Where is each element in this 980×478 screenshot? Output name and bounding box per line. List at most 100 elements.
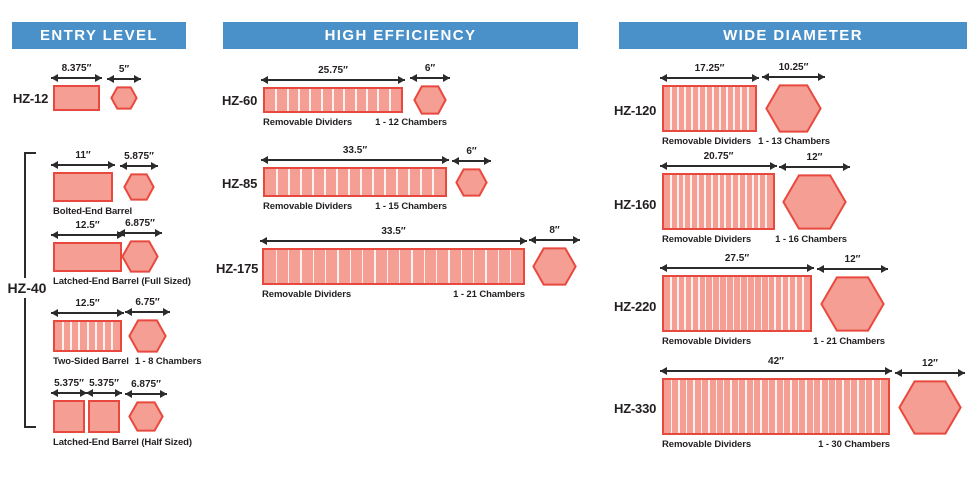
- barrel-divider: [86, 322, 89, 350]
- hexagon-cross-section: [820, 276, 885, 332]
- dimension-arrow: [660, 162, 777, 169]
- product-label-hz-60: HZ-60: [222, 93, 258, 108]
- barrel-divider: [62, 322, 65, 350]
- dimension-label: 8.375″: [61, 63, 92, 74]
- caption-chambers: 1 - 21 Chambers: [453, 289, 525, 300]
- caption-chambers: 1 - 16 Chambers: [775, 234, 847, 245]
- barrel-divider: [676, 175, 679, 228]
- barrel-divider: [309, 89, 312, 111]
- dimension-arrow: [118, 229, 162, 236]
- barrel-divider: [703, 175, 706, 228]
- hexagon-shape: [413, 85, 447, 115]
- barrel-divider: [740, 87, 742, 130]
- barrel-divider: [70, 322, 73, 350]
- caption-barrel-type: Removable Dividers: [263, 117, 353, 128]
- barrel-divider: [411, 250, 413, 283]
- barrel-divider: [300, 250, 302, 283]
- barrel-divider: [684, 87, 686, 130]
- barrel-divider: [354, 89, 357, 111]
- caption-row: Removable Dividers 1 - 12 Chambers: [263, 117, 447, 128]
- barrel-divider: [722, 380, 725, 433]
- dimension-label: 6″: [424, 63, 436, 74]
- caption-barrel-type: Removable Dividers: [662, 136, 752, 147]
- dimension-label: 20.75″: [703, 151, 734, 162]
- dimension-label: 12″: [806, 152, 823, 163]
- dimension-arrow: [51, 74, 102, 81]
- barrel-divider: [747, 87, 749, 130]
- barrel-rect: [53, 320, 122, 352]
- dimension-arrow: [660, 367, 892, 374]
- dimension-label: 27.5″: [724, 253, 750, 264]
- barrel-divider: [435, 250, 438, 283]
- barrel-divider: [337, 250, 339, 283]
- barrel-divider: [420, 169, 422, 195]
- hexagon-shape: [110, 86, 138, 110]
- dimension-label: 6.875″: [131, 379, 161, 390]
- dimension-arrow: [410, 74, 450, 81]
- hexagon-shape: [820, 276, 885, 332]
- barrel-divider: [717, 175, 720, 228]
- barrel-rect: [263, 167, 447, 197]
- hexagon-shape: [455, 168, 488, 197]
- barrel-divider: [725, 277, 728, 330]
- dimension-arrow: [120, 162, 158, 169]
- barrel-divider: [691, 87, 693, 130]
- dimension-label: 5″: [118, 64, 130, 75]
- barrel-rect: [53, 242, 122, 272]
- product-label-hz-330: HZ-330: [614, 401, 657, 416]
- barrel-divider: [669, 175, 672, 228]
- barrel-rect: [662, 173, 775, 230]
- barrel-rect: [53, 85, 100, 111]
- dimension-arrow: [261, 76, 405, 83]
- caption-row: Removable Dividers 1 - 21 Chambers: [262, 289, 525, 300]
- barrel-divider: [398, 250, 401, 283]
- barrel-divider: [767, 380, 770, 433]
- dimension-label: 33.5″: [381, 226, 406, 237]
- caption-barrel-type: Removable Dividers: [662, 439, 752, 450]
- dimension-arrow: [125, 390, 167, 397]
- barrel-divider: [275, 250, 278, 283]
- barrel-divider: [361, 250, 364, 283]
- barrel-divider: [797, 380, 800, 433]
- barrel-divider: [790, 380, 792, 433]
- barrel-divider: [712, 87, 714, 130]
- barrel-divider: [94, 322, 97, 350]
- dimension-arrow: [452, 157, 491, 164]
- hexagon-shape: [765, 84, 822, 133]
- barrel-divider: [697, 175, 700, 228]
- barrel-divider: [737, 380, 740, 433]
- dimension-label: 5.875″: [124, 151, 154, 162]
- caption-chambers: 1 - 15 Chambers: [375, 201, 447, 212]
- barrel-divider: [332, 89, 334, 111]
- barrel-divider: [300, 169, 302, 195]
- barrel-divider: [336, 169, 338, 195]
- barrel-divider: [102, 322, 105, 350]
- barrel-divider: [448, 250, 450, 283]
- barrel-divider: [746, 277, 749, 330]
- barrel-divider: [110, 322, 113, 350]
- barrel-divider: [693, 380, 695, 433]
- barrel-divider: [509, 250, 512, 283]
- caption-barrel-type: Latched-End Barrel (Full Sized): [53, 276, 191, 287]
- barrel-divider: [700, 380, 703, 433]
- barrel-divider: [698, 87, 700, 130]
- section-header-entry-level: ENTRY LEVEL: [12, 22, 186, 49]
- caption-barrel-type: Removable Dividers: [662, 234, 752, 245]
- barrel-divider: [377, 89, 380, 111]
- barrel-divider: [732, 277, 735, 330]
- dimension-arrow: [86, 389, 122, 396]
- dimension-label: 25.75″: [318, 65, 348, 76]
- dimension-label: 5.375″: [89, 378, 119, 389]
- barrel-rect: [662, 85, 757, 132]
- barrel-divider: [842, 380, 844, 433]
- hexagon-shape: [123, 173, 155, 201]
- product-label-hz-175: HZ-175: [216, 261, 259, 276]
- barrel-divider: [432, 169, 434, 195]
- hexagon-cross-section: [121, 240, 159, 273]
- hexagon-cross-section: [782, 174, 847, 230]
- hexagon-shape: [128, 401, 164, 432]
- product-label-hz-160: HZ-160: [614, 197, 657, 212]
- barrel-divider: [795, 277, 797, 330]
- barrel-divider: [343, 89, 346, 111]
